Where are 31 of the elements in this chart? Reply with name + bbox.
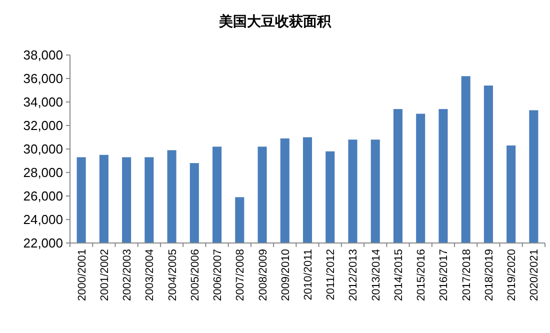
x-tick-label: 2015/2016 bbox=[416, 249, 428, 301]
y-tick-label: 24,000 bbox=[23, 212, 63, 227]
y-tick-label: 26,000 bbox=[23, 188, 63, 204]
x-tick-label: 2005/2006 bbox=[189, 249, 202, 301]
x-tick-label: 2001/2002 bbox=[98, 249, 111, 301]
chart-title: 美国大豆收获面积 bbox=[218, 13, 332, 29]
x-tick-label: 2020/2021 bbox=[528, 249, 541, 301]
y-tick-label: 22,000 bbox=[23, 236, 63, 250]
x-tick-label: 2000/2001 bbox=[76, 249, 88, 301]
x-tick-label: 2008/2009 bbox=[257, 249, 270, 301]
x-tick-label: 2014/2015 bbox=[392, 249, 405, 301]
y-tick-label: 30,000 bbox=[23, 142, 63, 156]
x-tick-label: 2006/2007 bbox=[212, 249, 224, 301]
x-tick-label: 2016/2017 bbox=[438, 249, 450, 301]
x-tick-label: 2007/2008 bbox=[234, 249, 247, 301]
y-tick-label: 34,000 bbox=[23, 94, 63, 110]
y-tick-label: 38,000 bbox=[23, 48, 63, 62]
x-tick-label: 2004/2005 bbox=[166, 249, 179, 301]
x-tick-label: 2011/2012 bbox=[325, 249, 338, 300]
x-tick-label: 2003/2004 bbox=[144, 249, 156, 301]
x-tick-label: 2012/2013 bbox=[348, 249, 360, 301]
x-tick-label: 2013/2014 bbox=[370, 249, 382, 301]
x-tick-label: 2002/2003 bbox=[122, 249, 134, 301]
x-tick-label: 2010/2011 bbox=[302, 249, 314, 300]
x-tick-label: 2018/2019 bbox=[483, 249, 496, 301]
x-tick-label: 2009/2010 bbox=[280, 249, 292, 301]
y-tick-label: 28,000 bbox=[23, 165, 63, 180]
x-tick-label: 2017/2018 bbox=[460, 249, 473, 301]
y-tick-label: 36,000 bbox=[23, 71, 63, 86]
x-tick-label: 2019/2020 bbox=[506, 249, 518, 301]
y-tick-label: 32,000 bbox=[23, 118, 63, 133]
